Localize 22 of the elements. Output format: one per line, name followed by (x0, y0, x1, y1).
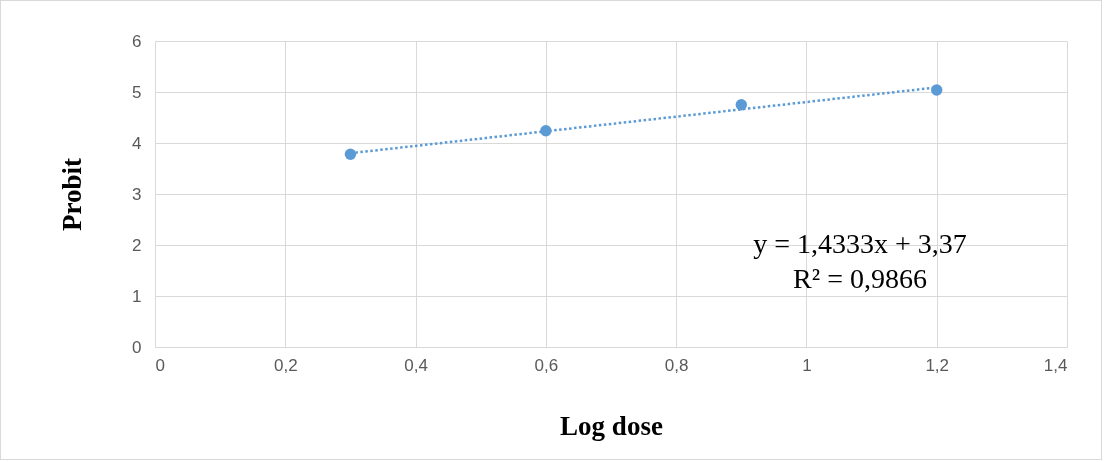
x-tick-label: 0,4 (404, 355, 428, 375)
point (931, 84, 943, 96)
x-tick-label: 0,8 (664, 355, 689, 375)
y-tick-label: 2 (132, 235, 142, 255)
annotation: y = 1,4333x + 3,37 (753, 228, 967, 259)
annotation: R² = 0,9866 (793, 263, 927, 294)
y-tick-label: 4 (132, 133, 142, 153)
point (344, 148, 357, 160)
x-tick-label: 1 (802, 355, 812, 375)
x-tick-label: 0,6 (534, 355, 559, 375)
y-tick-label: 0 (132, 337, 142, 357)
point (735, 99, 747, 111)
y-tick-label: 6 (132, 31, 142, 51)
x-tick-label: 1,2 (925, 355, 950, 375)
y-axis-title: Probit (57, 157, 88, 231)
y-tick-label: 5 (132, 82, 142, 102)
x-tick-label: 0,2 (273, 355, 298, 375)
y-tick-label: 1 (132, 286, 142, 306)
x-tick-label: 0 (155, 355, 165, 375)
x-tick-label: 1,4 (1043, 355, 1068, 375)
y-tick-label: 3 (132, 184, 142, 204)
x-axis-title: Log dose (560, 410, 663, 441)
